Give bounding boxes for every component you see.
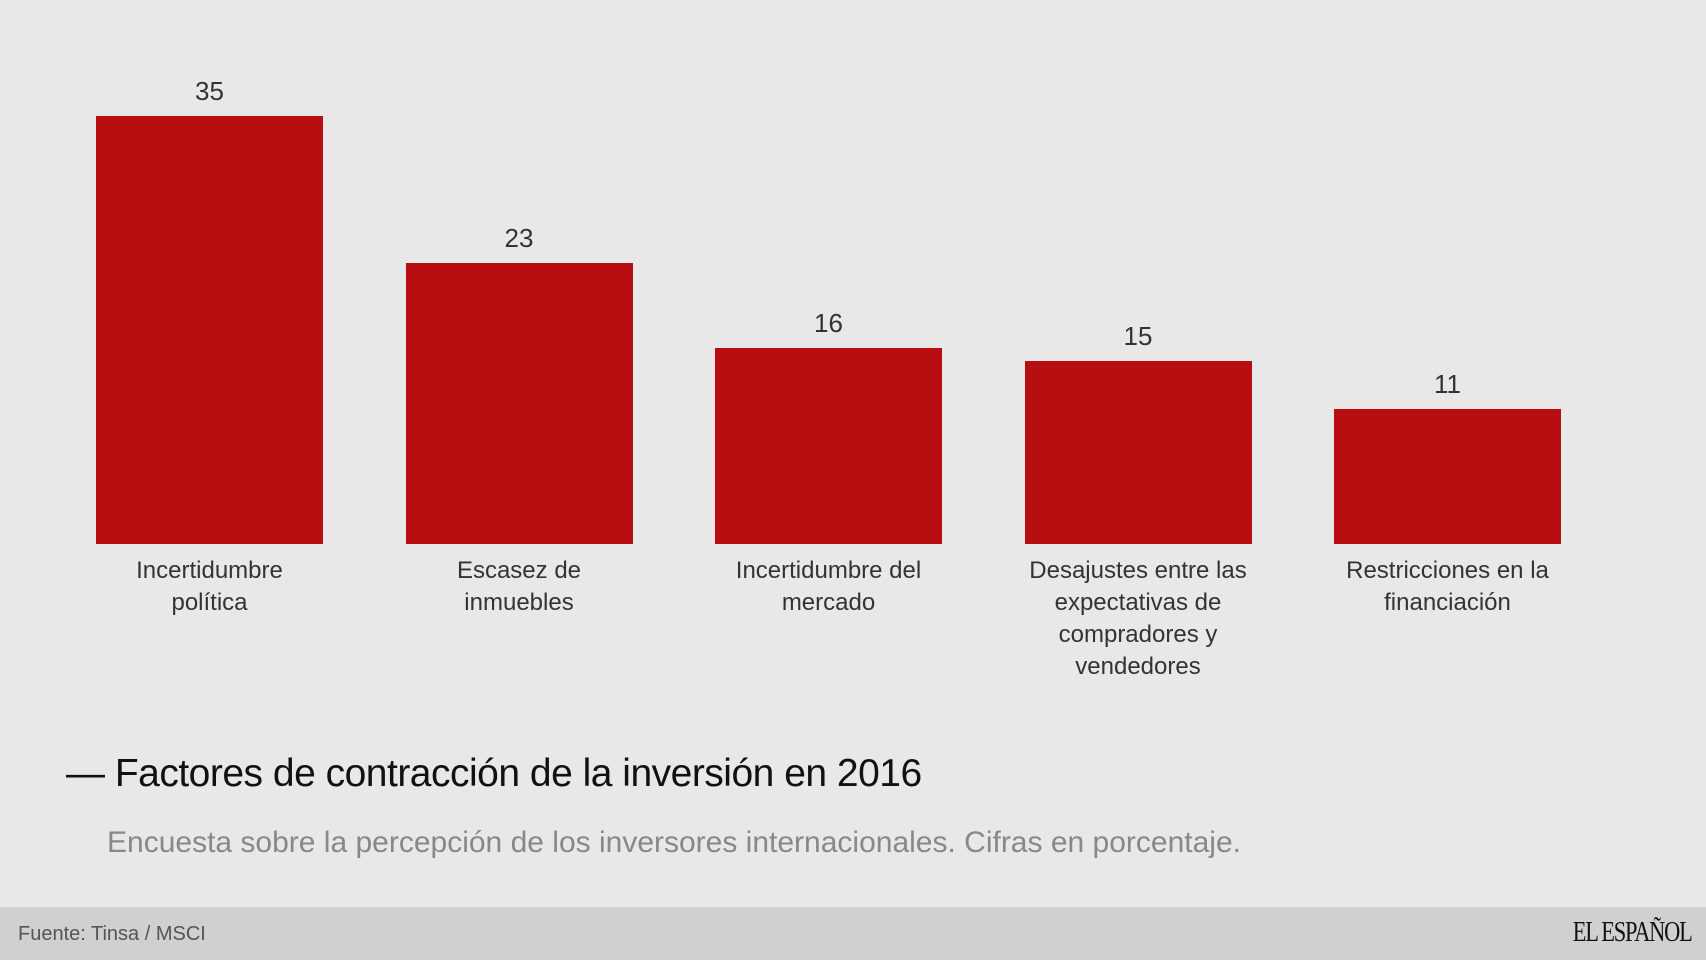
bar [715, 348, 942, 544]
footer: Fuente: Tinsa / MSCI EL ESPAÑOL [0, 907, 1706, 960]
data-label: 11 [1434, 369, 1461, 400]
bar-chart: 35 Incertidumbre política 23 Escasez de inm… [96, 76, 1561, 680]
category-label: Incertidumbre del mercado [735, 557, 922, 616]
bar [96, 116, 323, 544]
category-label: Restricciones en la financiación [1346, 557, 1549, 616]
bar [1334, 409, 1561, 544]
category-label: Incertidumbre política [136, 557, 283, 616]
chart-subtitle: Encuesta sobre la percepción de los inve… [107, 826, 1241, 859]
chart-title: — Factores de contracción de la inversió… [66, 752, 922, 795]
bar [405, 262, 633, 544]
category-label: Escasez de inmuebles [456, 557, 582, 616]
data-label: 15 [1123, 320, 1153, 351]
data-label: 16 [814, 308, 843, 339]
category-label: Desajustes entre las expectativas de com… [1029, 557, 1247, 680]
bar [1024, 360, 1252, 544]
data-label: 23 [504, 222, 534, 253]
data-label: 35 [195, 76, 224, 106]
source-text: Fuente: Tinsa / MSCI [18, 923, 206, 945]
el-espanol-logo: EL ESPAÑOL [1573, 917, 1693, 948]
